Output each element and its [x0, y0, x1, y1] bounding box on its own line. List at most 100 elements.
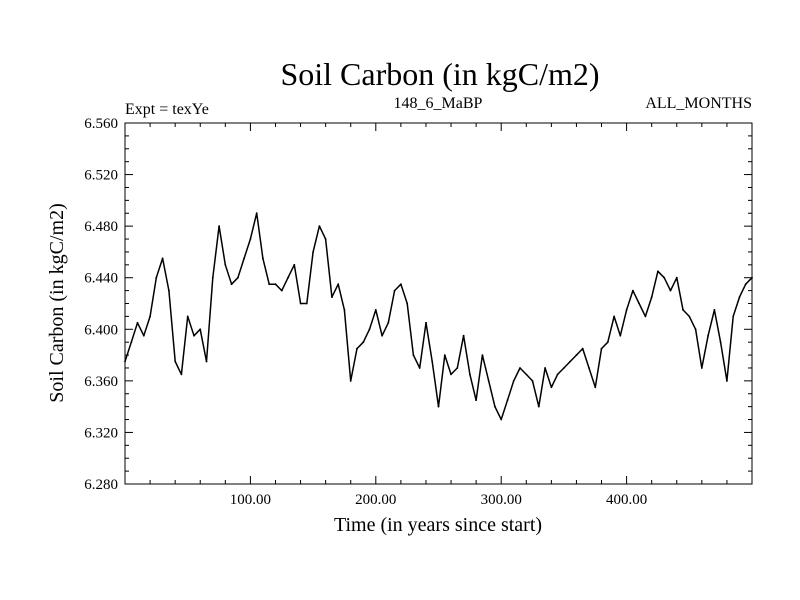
- data-point: [644, 315, 647, 318]
- data-point: [418, 367, 421, 369]
- data-point: [726, 380, 728, 382]
- data-point: [374, 309, 377, 311]
- data-point: [368, 328, 371, 331]
- data-point: [707, 334, 709, 337]
- data-point: [625, 309, 628, 311]
- data-point: [205, 360, 208, 363]
- data-point: [299, 302, 302, 305]
- y-tick-label: 6.280: [84, 477, 118, 493]
- data-point: [237, 276, 239, 279]
- data-point: [274, 283, 277, 286]
- data-point: [387, 321, 390, 324]
- data-point: [500, 418, 503, 421]
- data-point: [475, 399, 477, 402]
- x-axis-label: Time (in years since start): [334, 514, 542, 536]
- data-point: [688, 315, 691, 318]
- data-point: [356, 347, 358, 350]
- data-point: [600, 347, 603, 350]
- x-axis: 100.00 200.00 300.00 400.00: [149, 123, 728, 508]
- data-point: [136, 321, 139, 324]
- data-point: [287, 276, 289, 279]
- data-point: [262, 257, 264, 260]
- data-point: [657, 270, 659, 273]
- data-point: [713, 309, 716, 311]
- y-tick-label: 6.400: [84, 322, 118, 338]
- data-point: [381, 334, 383, 337]
- data-point: [544, 367, 546, 369]
- data-point: [650, 296, 653, 298]
- x-tick-label: 100.00: [230, 492, 271, 508]
- data-point: [744, 283, 747, 286]
- data-point: [537, 405, 540, 408]
- y-tick-label: 6.480: [84, 219, 118, 235]
- data-point: [506, 399, 509, 402]
- data-point: [393, 289, 396, 292]
- data-point: [606, 341, 609, 344]
- data-point: [224, 263, 227, 266]
- data-point: [142, 334, 145, 337]
- data-point: [556, 373, 559, 376]
- data-point: [663, 276, 666, 279]
- data-point: [675, 276, 678, 279]
- data-point: [588, 367, 590, 369]
- data-point: [230, 283, 233, 286]
- data-point: [343, 309, 346, 311]
- data-point: [249, 238, 252, 240]
- data-point: [168, 289, 170, 292]
- data-point: [400, 283, 402, 286]
- data-point: [569, 360, 572, 363]
- data-point: [738, 296, 741, 298]
- data-point: [293, 263, 296, 266]
- data-point: [632, 289, 634, 292]
- data-point: [412, 354, 415, 356]
- data-point: [130, 341, 133, 344]
- data-point: [732, 315, 735, 318]
- data-point: [563, 367, 565, 369]
- data-point: [425, 321, 427, 324]
- data-point: [519, 367, 521, 369]
- y-tick-label: 6.440: [84, 271, 118, 287]
- experiment-label: Expt = texYe: [125, 101, 209, 118]
- data-point: [305, 302, 308, 305]
- y-axis-label: Soil Carbon (in kgC/m2): [46, 203, 68, 402]
- data-point: [312, 251, 314, 253]
- data-point: [481, 354, 484, 356]
- y-tick-label: 6.560: [84, 116, 118, 132]
- data-point: [437, 405, 440, 408]
- data-point: [469, 373, 471, 376]
- y-axis: 6.280 6.320 6.360 6.400 6.440 6.480 6.520 6.560: [84, 116, 752, 493]
- plot-frame: [124, 122, 753, 485]
- data-point: [669, 289, 672, 292]
- data-point: [268, 283, 271, 286]
- data-point: [161, 257, 164, 260]
- data-point: [431, 360, 434, 363]
- data-point: [193, 334, 195, 337]
- data-point: [324, 238, 327, 240]
- data-point: [406, 302, 409, 305]
- data-point: [700, 367, 703, 369]
- x-tick-label: 300.00: [481, 492, 522, 508]
- data-point: [575, 354, 578, 356]
- data-point: [462, 334, 465, 337]
- data-point: [318, 225, 321, 228]
- plot-data-layer: [124, 212, 753, 421]
- data-point: [155, 276, 158, 279]
- data-point: [255, 212, 258, 215]
- data-point: [443, 354, 446, 356]
- data-point: [682, 309, 684, 311]
- data-point: [450, 373, 452, 376]
- data-point: [211, 276, 214, 279]
- data-point: [337, 283, 340, 286]
- data-point: [180, 373, 183, 376]
- chart-title: Soil Carbon (in kgC/m2): [280, 56, 599, 92]
- data-point: [638, 302, 640, 305]
- period-label: 148_6_MaBP: [394, 95, 483, 112]
- data-point: [487, 380, 490, 382]
- data-point: [218, 225, 221, 228]
- data-point: [186, 315, 189, 318]
- data-point: [494, 405, 496, 408]
- data-point: [280, 289, 283, 292]
- data-point: [174, 360, 177, 363]
- data-point: [694, 328, 697, 331]
